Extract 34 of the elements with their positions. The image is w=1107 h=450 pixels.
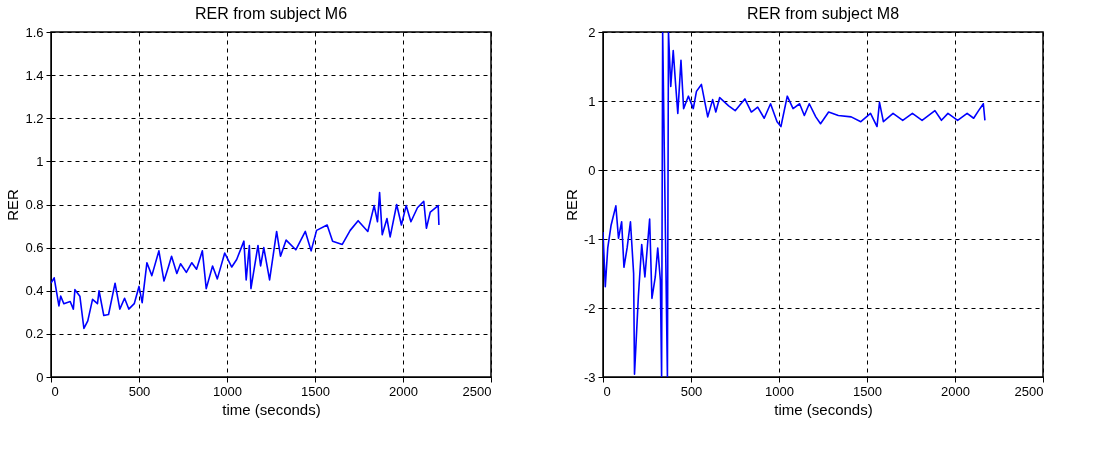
x-tick-label: 1000 <box>765 383 794 399</box>
y-axis-title: RER <box>562 189 580 221</box>
y-tick-label: 1 <box>588 93 596 109</box>
x-tick-label: 1500 <box>301 383 330 399</box>
x-tick-label: 2000 <box>389 383 418 399</box>
x-axis-title: time (seconds) <box>774 400 873 418</box>
x-tick-label: 2000 <box>941 383 970 399</box>
y-tick-label: -3 <box>583 369 596 385</box>
y-axis-title: RER <box>4 189 22 221</box>
y-tick-label: -2 <box>583 300 596 316</box>
y-tick-label: 1 <box>36 153 44 169</box>
x-tick-label: 1000 <box>213 383 242 399</box>
y-tick-label: 0.6 <box>25 240 44 256</box>
y-tick-label: 0 <box>36 369 44 385</box>
y-tick-label: 0 <box>588 162 596 178</box>
x-tick-label: 0 <box>51 383 59 399</box>
x-tick-label: 2500 <box>462 383 492 399</box>
y-tick-label: 1.6 <box>25 24 44 40</box>
x-tick-label: 0 <box>603 383 611 399</box>
x-tick-label: 500 <box>680 383 703 399</box>
chart-title: RER from subject M6 <box>194 5 348 22</box>
x-tick-label: 1500 <box>853 383 882 399</box>
y-tick-label: 2 <box>588 24 596 40</box>
chart-title: RER from subject M8 <box>746 5 900 22</box>
y-tick-label: 0.4 <box>25 283 44 299</box>
y-tick-label: 1.4 <box>25 67 44 83</box>
x-axis-title: time (seconds) <box>222 400 321 418</box>
x-tick-label: 2500 <box>1014 383 1044 399</box>
line-series <box>51 191 440 330</box>
y-tick-label: 0.2 <box>25 326 44 342</box>
y-tick-label: -1 <box>583 231 596 247</box>
y-tick-label: 0.8 <box>25 197 44 212</box>
x-tick-label: 500 <box>128 383 151 399</box>
y-tick-label: 1.2 <box>25 110 44 126</box>
